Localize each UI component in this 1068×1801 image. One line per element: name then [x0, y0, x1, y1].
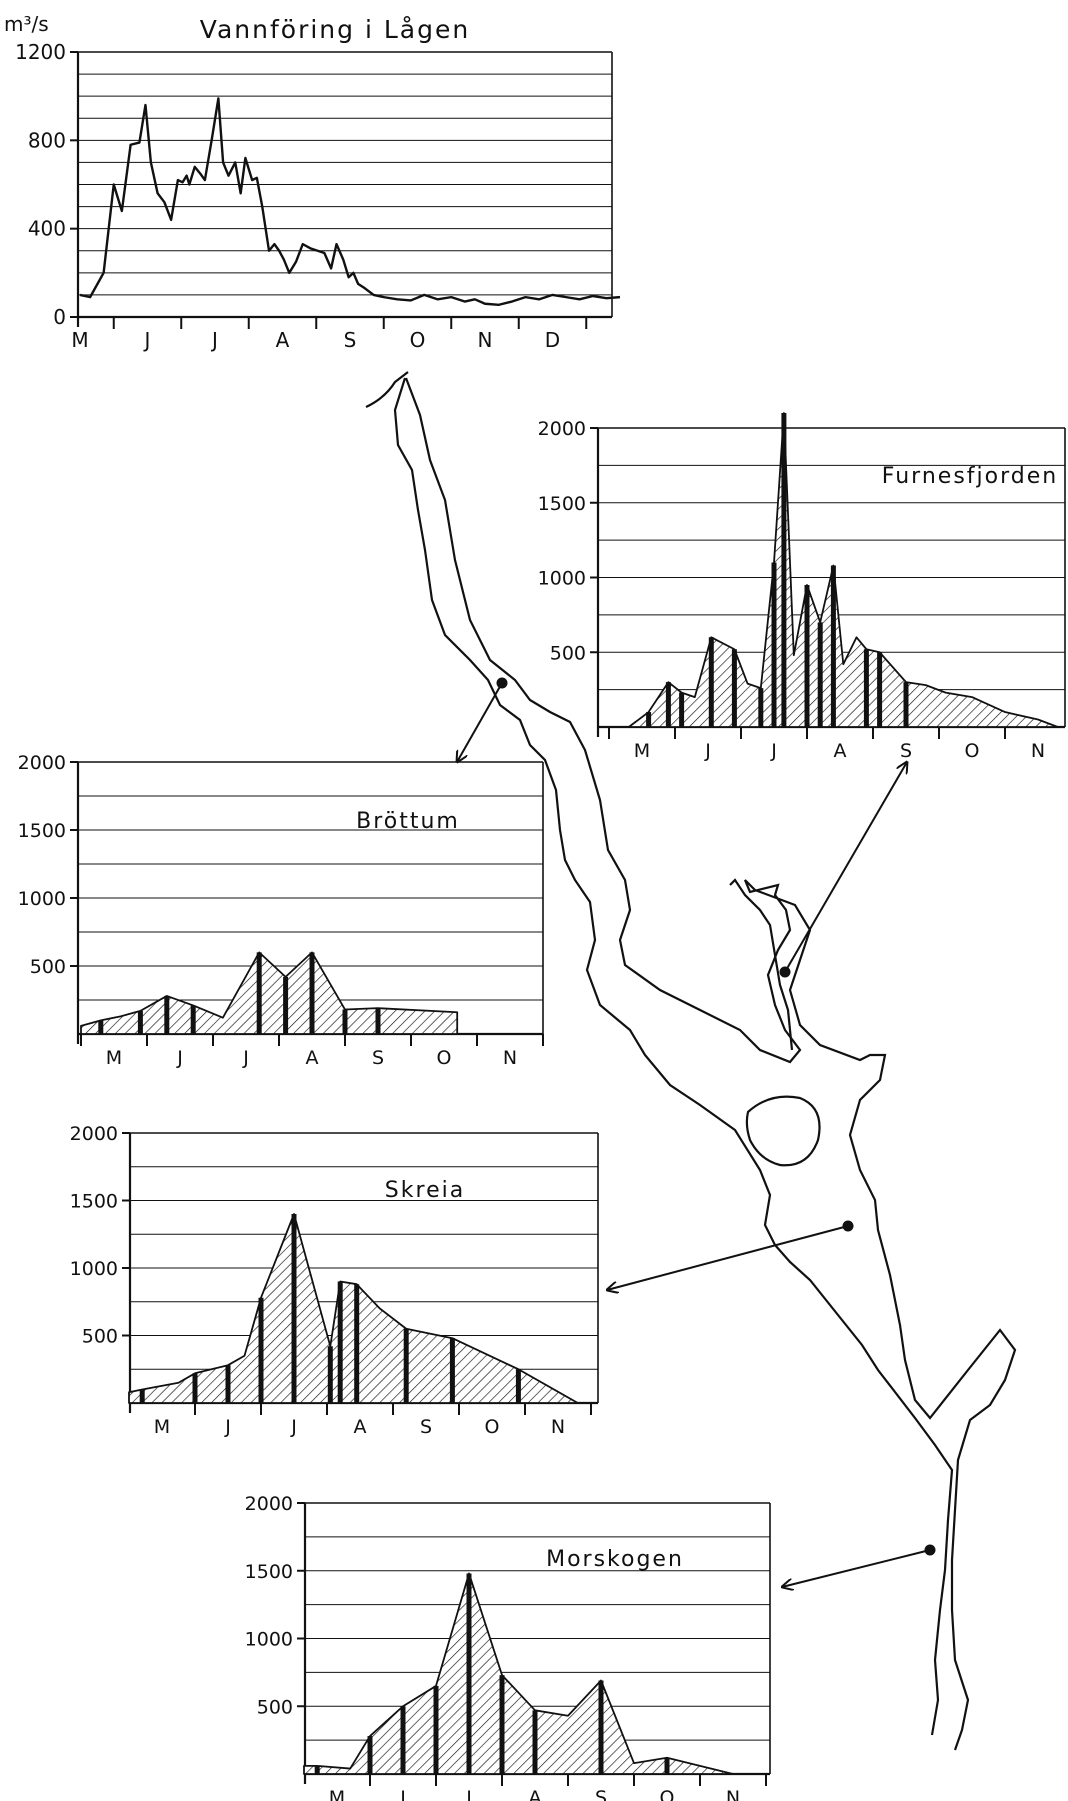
x-tick-label: J: [399, 1787, 406, 1801]
chart-marks: 500 1000 1500 2000 M J J A S O N: [245, 1493, 771, 1801]
river-upstream-line: [365, 371, 409, 408]
y-tick-label: 1500: [245, 1561, 293, 1583]
y-tick-label: 500: [82, 1326, 118, 1348]
series-area: [80, 951, 459, 1035]
x-tick-label: N: [503, 1047, 517, 1069]
y-tick-label: 2000: [18, 752, 66, 774]
x-tick-label: M: [106, 1047, 122, 1069]
x-tick-label: A: [276, 328, 290, 352]
x-tick-label: J: [704, 740, 711, 762]
furnesfjorden-arm: [729, 878, 794, 1051]
x-tick-label: D: [545, 328, 560, 352]
x-tick-label: M: [71, 328, 88, 352]
chart-title: Furnesfjorden: [882, 464, 1058, 489]
chart-title: Skreia: [385, 1178, 465, 1203]
x-tick-label: S: [595, 1787, 607, 1801]
chart-furnesfjorden: Furnesfjorden 500 1000 1500 2000 M J J A S O N: [538, 412, 1066, 762]
chart-title: Vannföring i Lågen: [200, 15, 470, 44]
x-tick-label: J: [770, 740, 777, 762]
y-tick-label: 1000: [245, 1629, 293, 1651]
helgoya-island: [745, 1095, 821, 1167]
x-tick-label: N: [551, 1416, 565, 1438]
series-line: [79, 97, 621, 307]
x-tick-label: M: [154, 1416, 170, 1438]
x-tick-label: A: [306, 1047, 319, 1069]
y-tick-label: 2000: [538, 418, 586, 440]
chart-lagen: Vannföring i Lågen m³/s 0 400 800 1200 M J J A S…: [4, 12, 621, 352]
x-tick-label: A: [354, 1416, 367, 1438]
y-axis-label: m³/s: [4, 12, 49, 36]
x-tick-label: J: [242, 1047, 249, 1069]
chart-marks: 0 400 800 1200 M J J A S O N D: [15, 40, 621, 352]
y-tick-label: 400: [28, 217, 66, 241]
arrow-furnesfjorden: [784, 762, 907, 973]
x-tick-label: O: [437, 1047, 452, 1069]
x-tick-label: O: [410, 328, 426, 352]
chart-morskogen: Morskogen 500 1000 1500 2000 M J J A S O N: [245, 1493, 771, 1801]
x-tick-label: O: [965, 740, 980, 762]
x-tick-label: J: [210, 328, 218, 352]
x-tick-label: S: [420, 1416, 432, 1438]
y-tick-label: 1000: [538, 568, 586, 590]
chart-marks: 500 1000 1500 2000 M J J A S O N: [70, 1123, 599, 1438]
y-tick-label: 1500: [18, 820, 66, 842]
y-tick-label: 1500: [70, 1191, 118, 1213]
series-area: [627, 412, 1059, 728]
chart-marks: 500 1000 1500 2000 M J J A S O N: [538, 412, 1066, 762]
x-tick-label: J: [465, 1787, 472, 1801]
y-tick-label: 1000: [70, 1258, 118, 1280]
x-tick-label: J: [143, 328, 151, 352]
x-tick-label: M: [329, 1787, 345, 1801]
x-tick-label: J: [224, 1416, 231, 1438]
y-tick-label: 500: [550, 642, 586, 664]
x-tick-label: N: [478, 328, 493, 352]
x-tick-label: S: [900, 740, 912, 762]
lake-outline-west-shore: [393, 377, 954, 1736]
arrow-brottum: [457, 682, 503, 762]
x-tick-label: N: [1031, 740, 1045, 762]
y-tick-label: 1200: [15, 40, 66, 64]
x-tick-label: A: [834, 740, 847, 762]
chart-title: Morskogen: [546, 1547, 684, 1572]
x-tick-label: A: [529, 1787, 542, 1801]
y-tick-label: 0: [53, 305, 66, 329]
y-tick-label: 500: [30, 956, 66, 978]
chart-marks: 500 1000 1500 2000 M J J A S O N: [18, 752, 544, 1069]
y-tick-label: 800: [28, 128, 66, 152]
lake-map: [365, 371, 1017, 1751]
lake-outline-east-shore: [404, 377, 1017, 1751]
x-tick-label: N: [726, 1787, 740, 1801]
arrow-morskogen: [782, 1549, 931, 1587]
chart-skreia: Skreia 500 1000 1500 2000 M J J A S O N: [70, 1123, 599, 1438]
y-tick-label: 2000: [245, 1493, 293, 1515]
x-tick-label: J: [176, 1047, 183, 1069]
x-tick-label: O: [485, 1416, 500, 1438]
x-tick-label: O: [660, 1787, 675, 1801]
y-tick-label: 2000: [70, 1123, 118, 1145]
series-area: [128, 1213, 579, 1404]
arrow-skreia: [607, 1225, 849, 1290]
y-tick-label: 500: [257, 1696, 293, 1718]
x-tick-label: S: [344, 328, 357, 352]
y-tick-label: 1000: [18, 888, 66, 910]
x-tick-label: M: [634, 740, 650, 762]
series-area: [303, 1572, 734, 1775]
x-tick-label: S: [372, 1047, 384, 1069]
pointer-arrows: [457, 682, 931, 1587]
x-tick-label: J: [290, 1416, 297, 1438]
y-tick-label: 1500: [538, 493, 586, 515]
